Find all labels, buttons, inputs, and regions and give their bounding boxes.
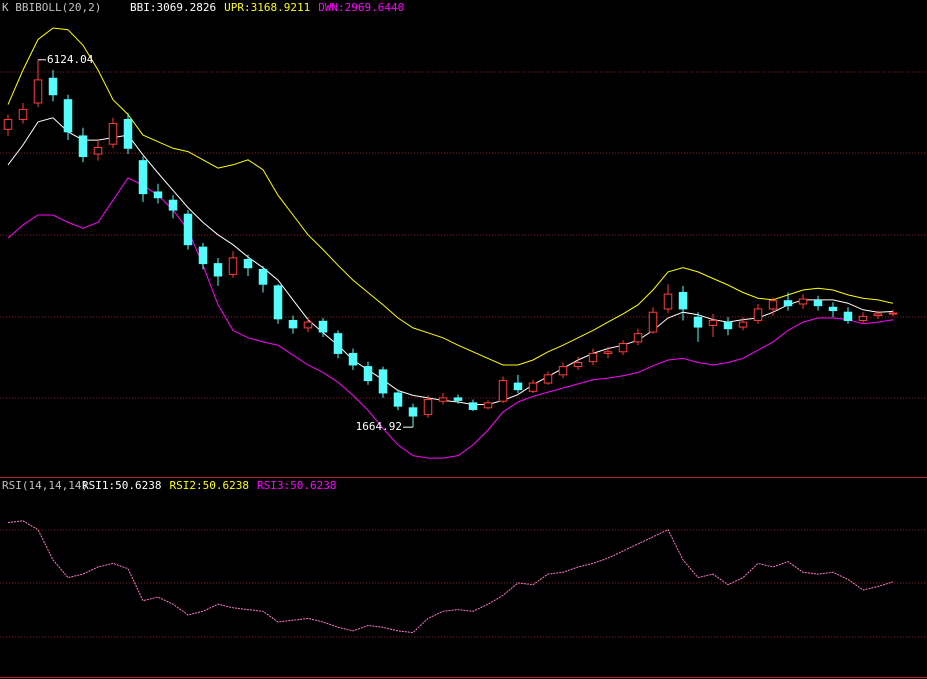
candle-body <box>588 352 598 363</box>
candle-body <box>288 319 298 329</box>
candle-body <box>753 308 763 321</box>
candle-body <box>18 109 28 120</box>
candle-body <box>243 259 253 269</box>
header-label: RSI1:50.6238 <box>82 479 161 492</box>
candle-body <box>543 374 553 384</box>
candle-body <box>603 351 613 354</box>
candle-body <box>183 213 193 246</box>
candle-body <box>513 382 523 391</box>
indicator-title: K BBIBOLL(20,2) <box>2 1 101 14</box>
candle-body <box>258 268 268 285</box>
candle-body <box>648 311 658 333</box>
candle-body <box>813 300 823 307</box>
candle-body <box>198 246 208 265</box>
candle-body <box>723 321 733 330</box>
candle-body <box>633 333 643 343</box>
candle-body <box>453 397 463 401</box>
candle-body <box>708 319 718 326</box>
candle-body <box>333 333 343 354</box>
candle-body <box>3 118 13 130</box>
candle-body <box>438 397 448 402</box>
candle-body <box>783 300 793 307</box>
candle-body <box>498 380 508 402</box>
candle-body <box>393 392 403 407</box>
candle-body <box>888 312 898 315</box>
candle-body <box>93 146 103 155</box>
low-annotation: 1664.92 <box>356 420 402 433</box>
candle-body <box>378 369 388 394</box>
candle-body <box>318 320 328 333</box>
candle-body <box>693 316 703 328</box>
header-label: UPR:3168.9211 <box>224 1 310 14</box>
candle-body <box>363 366 373 382</box>
candle-body <box>348 352 358 366</box>
candle-body <box>558 366 568 376</box>
candle-body <box>828 306 838 312</box>
candle-body <box>153 191 163 199</box>
candle-body <box>738 321 748 328</box>
candle-body <box>273 285 283 320</box>
candle-body <box>618 343 628 353</box>
candle-body <box>768 300 778 310</box>
candle-body <box>468 402 478 410</box>
candle-body <box>213 263 223 277</box>
candle-body <box>63 99 73 133</box>
candle-body <box>168 199 178 211</box>
candle-body <box>678 291 688 310</box>
candle-body <box>78 135 88 158</box>
candle-body <box>423 399 433 415</box>
candle-body <box>408 407 418 417</box>
candle-body <box>573 361 583 368</box>
header-label: BBI:3069.2826 <box>130 1 216 14</box>
candle-body <box>873 313 883 317</box>
header-label: RSI3:50.6238 <box>257 479 336 492</box>
candle-body <box>798 298 808 305</box>
header-label: RSI2:50.6238 <box>169 479 248 492</box>
line-series <box>7 27 894 366</box>
layout <box>0 71 927 678</box>
candle-body <box>138 160 148 195</box>
candle-body <box>228 257 238 275</box>
candle-body <box>123 118 133 149</box>
candle-body <box>33 79 43 104</box>
candle-body <box>843 311 853 321</box>
indicator-title: RSI(14,14,14) <box>2 479 88 492</box>
candle-body <box>528 382 538 392</box>
candle-body <box>663 293 673 310</box>
candle-body <box>858 315 868 321</box>
candle-body <box>108 123 118 145</box>
candle-body <box>483 402 493 409</box>
candle-body <box>48 77 58 96</box>
line-series <box>7 117 894 405</box>
candle-body <box>303 321 313 329</box>
header-label: DWN:2969.6440 <box>318 1 404 14</box>
line-series <box>7 520 894 634</box>
high-annotation: 6124.04 <box>47 53 94 66</box>
